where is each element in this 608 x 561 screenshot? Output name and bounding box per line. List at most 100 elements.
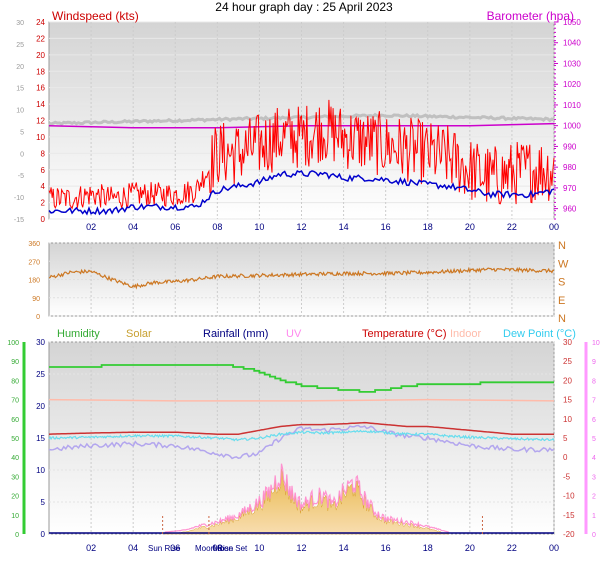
barometer-tick-label: 1030 xyxy=(563,59,581,68)
graph-title: 24 hour graph day : 25 April 2023 xyxy=(215,0,393,14)
outer-tick-label: -5 xyxy=(18,173,24,180)
humidity-tick-label: 20 xyxy=(11,494,19,501)
x-tick-label: 02 xyxy=(86,543,96,553)
windspeed-tick-label: 6 xyxy=(41,166,46,175)
barometer-tick-label: 1050 xyxy=(563,18,581,27)
windspeed-tick-label: 18 xyxy=(36,67,45,76)
barometer-tick-label: 1040 xyxy=(563,39,581,48)
temperature-right-tick-label: 25 xyxy=(563,357,572,366)
series-wind-direction xyxy=(48,266,555,290)
humidity-tick-label: 30 xyxy=(11,474,19,481)
legend-item: Temperature (°C) xyxy=(362,328,446,340)
temperature-right-tick-label: 30 xyxy=(563,338,572,347)
humidity-tick-label: 60 xyxy=(11,417,19,424)
x-tick-label: 16 xyxy=(381,543,391,553)
x-tick-label: 04 xyxy=(128,543,138,553)
windspeed-tick-label: 0 xyxy=(41,215,46,224)
barometer-tick-label: 1020 xyxy=(563,80,581,89)
marker-label: Moon Rise xyxy=(195,544,234,553)
temperature-right-tick-label: -15 xyxy=(563,511,575,520)
compass-label: N xyxy=(558,240,566,252)
humidity-tick-label: 40 xyxy=(11,455,19,462)
panel-2-grid xyxy=(49,242,555,317)
outer-tick-label: 30 xyxy=(16,20,24,27)
barometer-tick-label: 1000 xyxy=(563,122,581,131)
barometer-tick-label: 980 xyxy=(563,163,577,172)
x-tick-label: 08 xyxy=(212,222,222,232)
legend-item: Rainfall (mm) xyxy=(203,328,268,340)
series-temperature xyxy=(48,421,554,435)
panel-2-series xyxy=(48,266,555,290)
uv-tick-label: 4 xyxy=(592,455,596,462)
x-tick-label: 10 xyxy=(254,543,264,553)
outer-tick-label: 5 xyxy=(20,129,24,136)
barometer-tick-label: 990 xyxy=(563,142,577,151)
x-tick-label: 16 xyxy=(381,222,391,232)
humidity-tick-label: 80 xyxy=(11,378,19,385)
outer-tick-label: 15 xyxy=(16,86,24,93)
temperature-right-tick-label: 10 xyxy=(563,415,572,424)
windspeed-tick-label: 4 xyxy=(41,182,46,191)
temperature-right-tick-label: -10 xyxy=(563,492,575,501)
humidity-tick-label: 50 xyxy=(11,436,19,443)
temperature-left-tick-label: 30 xyxy=(36,338,45,347)
outer-tick-label: -10 xyxy=(14,195,24,202)
x-tick-label: 12 xyxy=(296,222,306,232)
humidity-tick-label: 90 xyxy=(11,359,19,366)
panel-1-axis-ticks: 02 04 06 08 10 12 14 16 18 20 22 000246810121416182… xyxy=(14,18,581,232)
windspeed-tick-label: 8 xyxy=(41,149,46,158)
uv-tick-label: 8 xyxy=(592,378,596,385)
x-tick-label: 08 xyxy=(212,543,222,553)
windspeed-tick-label: 22 xyxy=(36,34,45,43)
direction-tick-label: 270 xyxy=(28,259,40,266)
uv-tick-label: 7 xyxy=(592,398,596,405)
temperature-right-tick-label: 5 xyxy=(563,434,568,443)
barometer-axis-label: Barometer (hpa) xyxy=(487,9,574,23)
humidity-tick-label: 10 xyxy=(11,513,19,520)
x-tick-label: 18 xyxy=(423,543,433,553)
direction-tick-label: 180 xyxy=(28,278,40,285)
x-tick-label: 22 xyxy=(507,543,517,553)
panel-3-series xyxy=(48,364,555,535)
windspeed-tick-label: 14 xyxy=(36,100,45,109)
humidity-tick-label: 70 xyxy=(11,398,19,405)
outer-tick-label: 10 xyxy=(16,108,24,115)
x-tick-label: 12 xyxy=(296,543,306,553)
x-tick-label: 22 xyxy=(507,222,517,232)
uv-tick-label: 6 xyxy=(592,417,596,424)
panel-1-series xyxy=(48,99,555,216)
windspeed-tick-label: 2 xyxy=(41,199,46,208)
uv-tick-label: 1 xyxy=(592,513,596,520)
temperature-left-tick-label: 20 xyxy=(36,402,45,411)
temperature-right-tick-label: 15 xyxy=(563,396,572,405)
humidity-tick-label: 100 xyxy=(7,340,19,347)
climate-legend: Humidity Solar Rainfall (mm) UV Temperature … xyxy=(57,328,576,340)
temperature-left-tick-label: 5 xyxy=(41,498,46,507)
uv-tick-label: 5 xyxy=(592,436,596,443)
x-tick-label: 18 xyxy=(423,222,433,232)
barometer-tick-label: 960 xyxy=(563,205,577,214)
legend-item: Indoor xyxy=(450,328,482,340)
windspeed-tick-label: 20 xyxy=(36,51,45,60)
compass-label: S xyxy=(558,277,565,289)
marker-label: Sun Rise xyxy=(148,544,181,553)
series-uv-radiation xyxy=(164,463,449,533)
temperature-left-tick-label: 25 xyxy=(36,370,45,379)
x-tick-label: 20 xyxy=(465,543,475,553)
legend-item: Solar xyxy=(126,328,152,340)
direction-tick-label: 360 xyxy=(28,241,40,248)
windspeed-tick-label: 12 xyxy=(36,117,45,126)
outer-tick-label: 20 xyxy=(16,64,24,71)
outer-tick-label: 25 xyxy=(16,42,24,49)
x-tick-label: 14 xyxy=(339,222,349,232)
windspeed-axis-label: Windspeed (kts) xyxy=(52,9,139,23)
series-dew-point xyxy=(48,429,555,442)
temperature-right-tick-label: 0 xyxy=(563,453,568,462)
series-windspeed xyxy=(48,99,555,210)
